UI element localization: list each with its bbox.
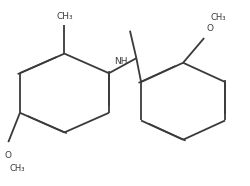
- Text: CH₃: CH₃: [56, 12, 73, 21]
- Text: CH₃: CH₃: [210, 13, 226, 23]
- Text: NH: NH: [114, 57, 128, 66]
- Text: O: O: [4, 151, 11, 160]
- Text: O: O: [206, 24, 214, 33]
- Text: CH₃: CH₃: [9, 163, 25, 173]
